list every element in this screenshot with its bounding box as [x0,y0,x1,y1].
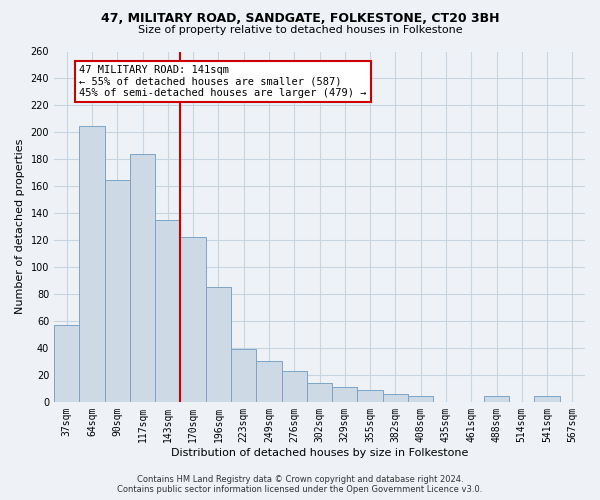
Y-axis label: Number of detached properties: Number of detached properties [15,139,25,314]
Bar [332,387,358,402]
Text: Contains HM Land Registry data © Crown copyright and database right 2024.
Contai: Contains HM Land Registry data © Crown c… [118,474,482,494]
Text: 47 MILITARY ROAD: 141sqm
← 55% of detached houses are smaller (587)
45% of semi-: 47 MILITARY ROAD: 141sqm ← 55% of detach… [79,65,367,98]
Bar [535,396,560,402]
Bar [54,325,79,402]
X-axis label: Distribution of detached houses by size in Folkestone: Distribution of detached houses by size … [171,448,468,458]
Bar [307,383,332,402]
Text: Size of property relative to detached houses in Folkestone: Size of property relative to detached ho… [137,25,463,35]
Bar [256,362,281,402]
Bar [181,238,206,402]
Bar [281,371,307,402]
Bar [358,390,383,402]
Bar [408,396,433,402]
Bar [104,180,130,402]
Text: 47, MILITARY ROAD, SANDGATE, FOLKESTONE, CT20 3BH: 47, MILITARY ROAD, SANDGATE, FOLKESTONE,… [101,12,499,26]
Bar [231,350,256,402]
Bar [383,394,408,402]
Bar [155,220,181,402]
Bar [79,126,104,402]
Bar [484,396,509,402]
Bar [206,288,231,402]
Bar [130,154,155,402]
